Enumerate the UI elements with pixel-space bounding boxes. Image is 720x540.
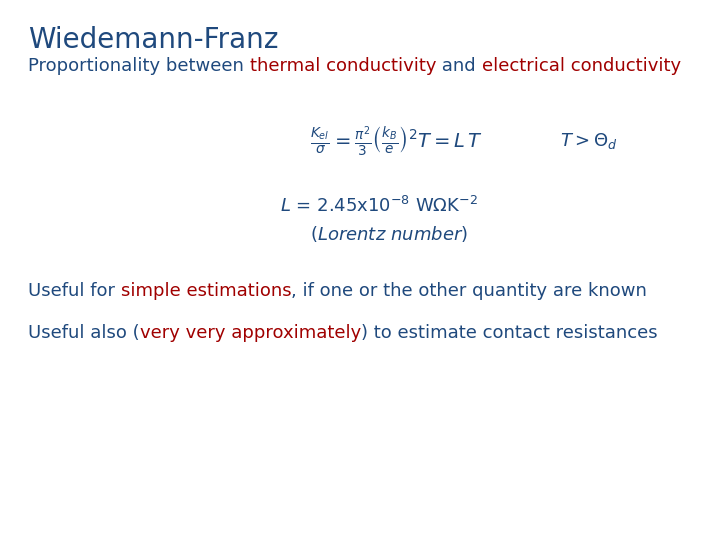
Text: ) to estimate contact resistances: ) to estimate contact resistances [361,324,657,342]
Text: Useful also (: Useful also ( [28,324,140,342]
Text: simple estimations: simple estimations [121,282,292,300]
Text: and: and [436,57,482,75]
Text: Proportionality between: Proportionality between [28,57,250,75]
Text: Useful for: Useful for [28,282,121,300]
Text: $T > \Theta_d$: $T > \Theta_d$ [560,131,618,151]
Text: $\mathit{L}$ = 2.45x10$^{-8}$ W$\Omega$K$^{-2}$: $\mathit{L}$ = 2.45x10$^{-8}$ W$\Omega$K… [280,196,478,216]
Text: CAS Vacuum 2017 - S.C.: CAS Vacuum 2017 - S.C. [430,508,566,518]
Text: very very approximately: very very approximately [140,324,361,342]
Text: electrical conductivity: electrical conductivity [482,57,680,75]
Text: ($\mathit{Lorentz\ number}$): ($\mathit{Lorentz\ number}$) [310,224,468,244]
Text: thermal conductivity: thermal conductivity [250,57,436,75]
Text: 41: 41 [670,508,684,518]
Text: Properties II: Thermal & Electrical: Properties II: Thermal & Electrical [200,508,387,518]
Text: $\frac{K_{el}}{\sigma} = \frac{\pi^2}{3}\left(\frac{k_B}{e}\right)^2 T = L\,T$: $\frac{K_{el}}{\sigma} = \frac{\pi^2}{3}… [310,124,483,158]
Text: , if one or the other quantity are known: , if one or the other quantity are known [292,282,647,300]
Text: CERN: CERN [24,510,45,516]
Text: Wiedemann-Franz: Wiedemann-Franz [28,26,279,54]
